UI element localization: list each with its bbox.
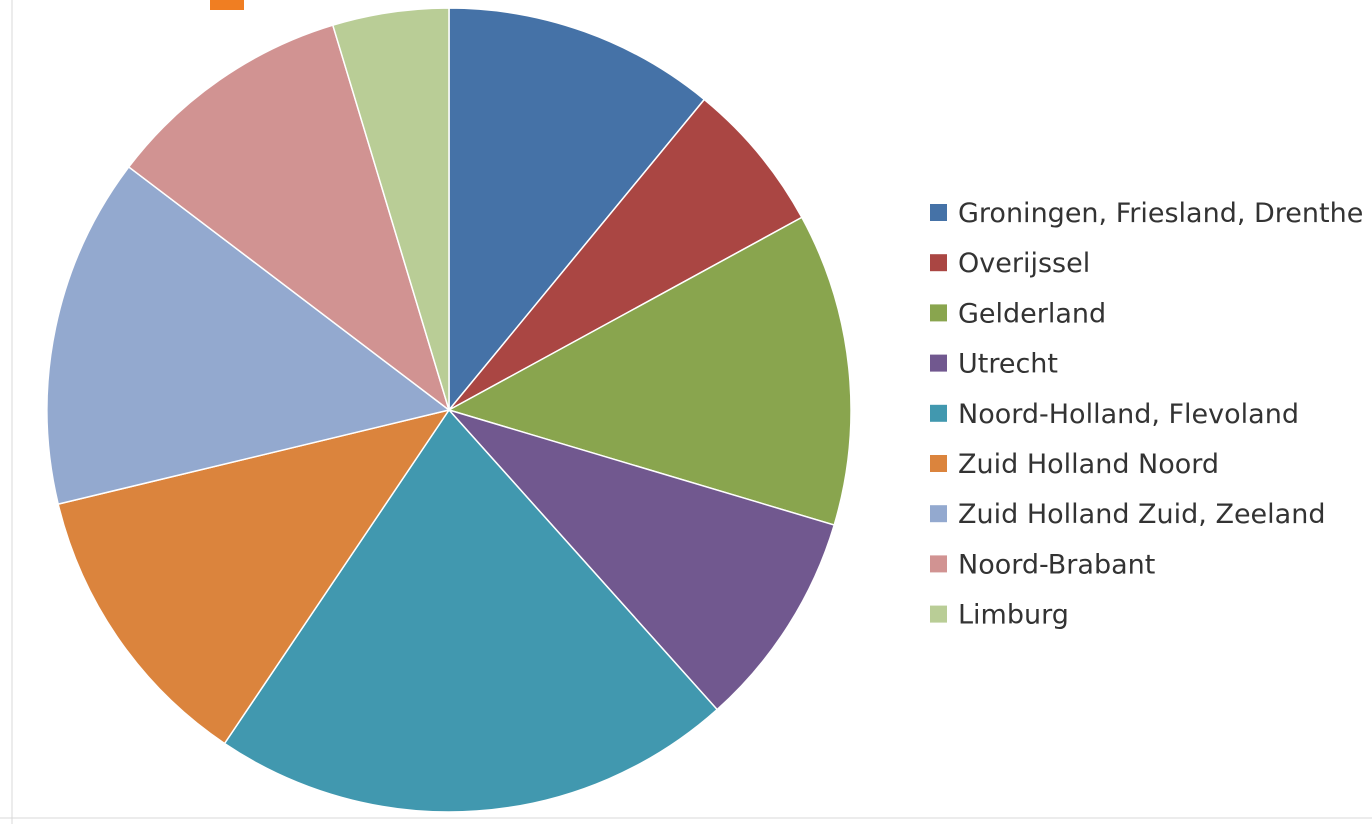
legend-item: Groningen, Friesland, Drenthe [930, 198, 1363, 229]
corner-accent-shape [210, 0, 244, 10]
legend-label: Groningen, Friesland, Drenthe [958, 198, 1363, 229]
legend-label: Zuid Holland Zuid, Zeeland [958, 499, 1325, 530]
legend-swatch [930, 455, 947, 472]
legend-swatch [930, 605, 947, 623]
legend-swatch [930, 354, 947, 372]
legend-label: Gelderland [958, 298, 1106, 329]
legend-item: Utrecht [930, 349, 1058, 380]
legend-item: Zuid Holland Noord [930, 449, 1219, 480]
legend-swatch [930, 304, 947, 322]
legend-item: Limburg [930, 600, 1069, 631]
pie-slice-zuid-holland-zuid-zeeland [46, 165, 451, 506]
legend-swatch [930, 254, 947, 272]
legend-item: Gelderland [930, 298, 1106, 329]
legend-item: Zuid Holland Zuid, Zeeland [930, 499, 1325, 530]
pie-slices [46, 7, 852, 813]
legend-swatch [930, 404, 947, 422]
legend-swatch [930, 204, 947, 221]
pie-slice-utrecht [446, 408, 836, 711]
pie-slice-noord-holland-flevoland [223, 408, 719, 813]
pie-slice-noord-brabant [127, 24, 451, 412]
legend-label: Overijssel [958, 248, 1090, 279]
legend-label: Utrecht [958, 349, 1058, 380]
legend-label: Noord-Brabant [958, 549, 1155, 580]
legend-label: Limburg [958, 600, 1069, 631]
legend-item: Overijssel [930, 248, 1090, 279]
legend-label: Noord-Holland, Flevoland [958, 399, 1299, 430]
pie-slice-zuid-holland-noord [57, 408, 451, 745]
chart-legend: Groningen, Friesland, Drenthe Overijssel G… [930, 198, 1363, 631]
legend-item: Noord-Holland, Flevoland [930, 399, 1299, 430]
pie-slice-overijssel [448, 98, 803, 411]
legend-label: Zuid Holland Noord [958, 449, 1219, 480]
pie-slice-limburg [331, 7, 450, 411]
legend-swatch [930, 555, 947, 573]
legend-swatch [930, 505, 947, 523]
pie-slice-gelderland [447, 216, 852, 526]
legend-item: Noord-Brabant [930, 549, 1155, 580]
pie-slice-groningen-friesland-drenthe [448, 7, 706, 413]
